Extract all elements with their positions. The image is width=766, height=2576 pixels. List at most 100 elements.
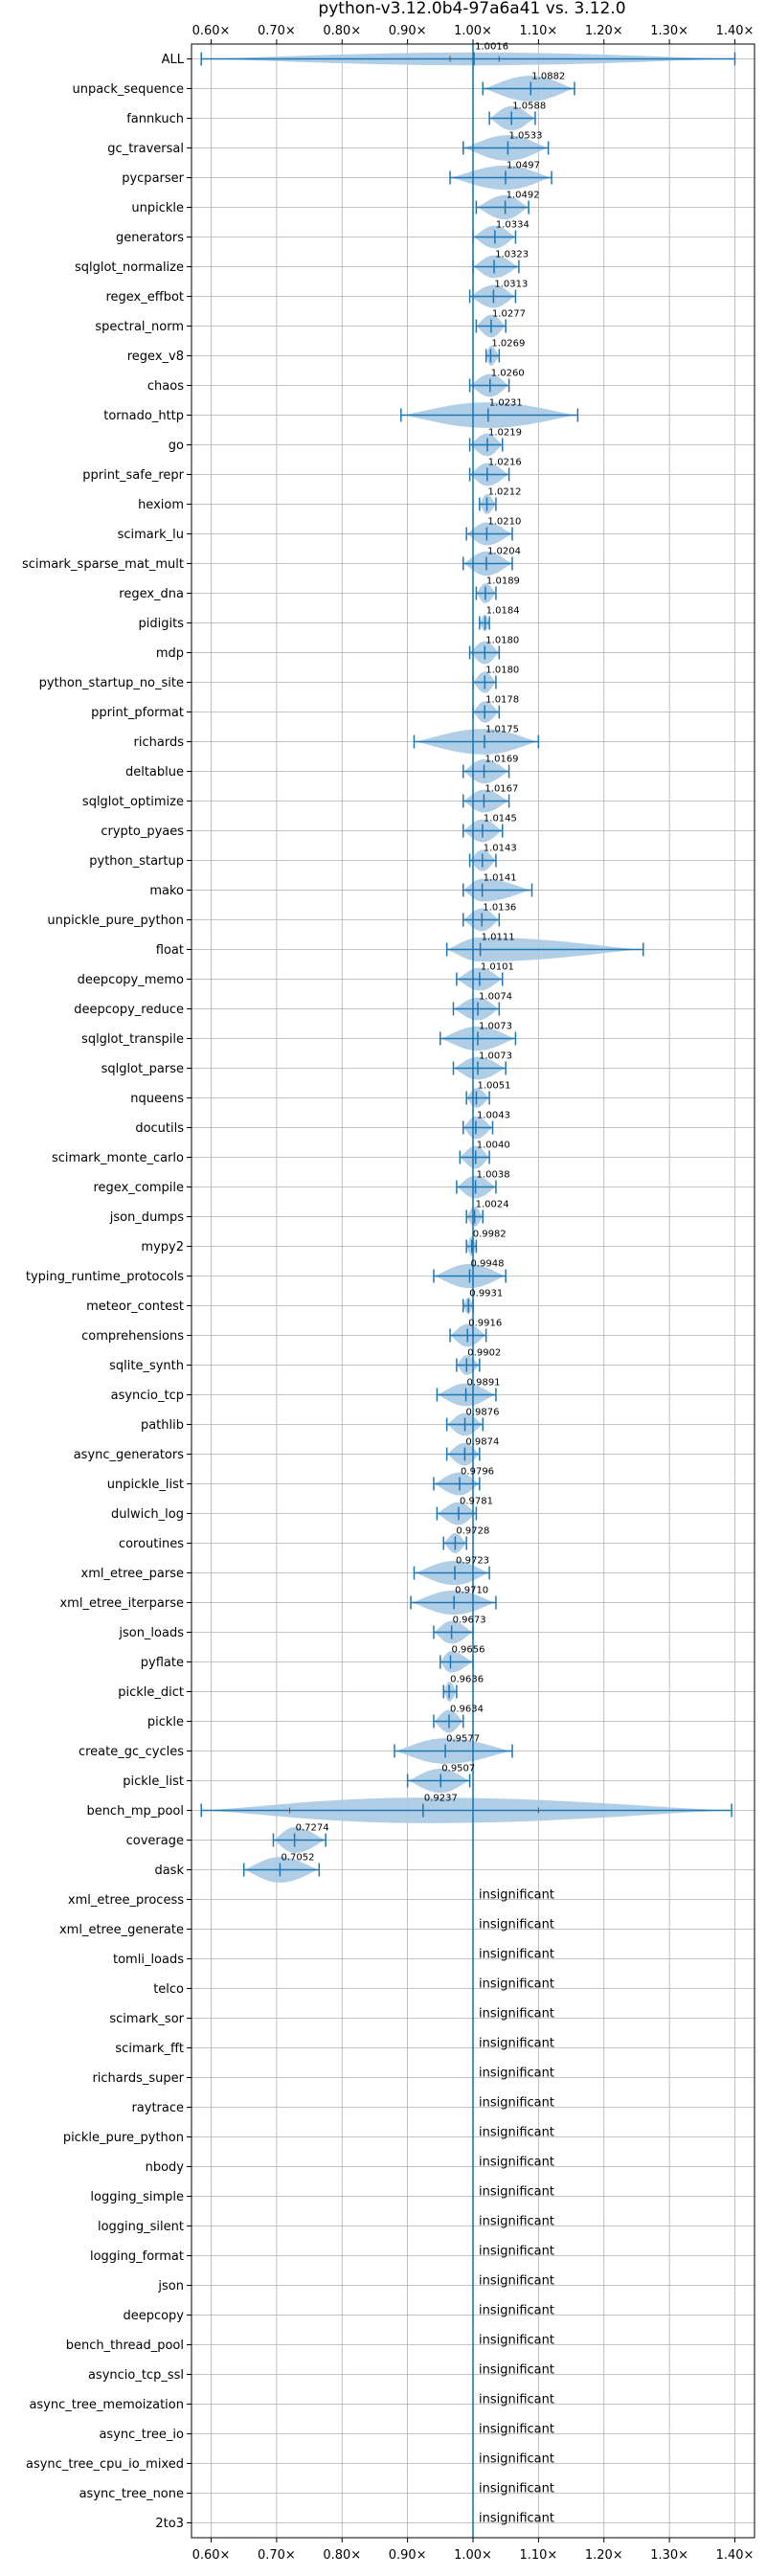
benchmark-name-label: float	[156, 943, 184, 958]
median-value-label: 0.9796	[461, 1467, 494, 1478]
benchmark-name-label: nqueens	[130, 1092, 184, 1106]
benchmark-name-label: deltablue	[125, 765, 184, 780]
insignificant-label: insignificant	[479, 2245, 554, 2259]
x-tick-label-bottom: 1.30×	[650, 2548, 688, 2563]
insignificant-label: insignificant	[479, 2067, 554, 2081]
median-value-label: 1.0219	[488, 428, 522, 439]
benchmark-name-label: asyncio_tcp	[111, 1389, 184, 1403]
median-value-label: 1.0323	[495, 250, 529, 260]
median-value-label: 1.0141	[484, 873, 517, 884]
benchmark-name-label: asyncio_tcp_ssl	[88, 2368, 184, 2383]
benchmark-name-label: json	[157, 2279, 184, 2294]
median-value-label: 1.0101	[481, 962, 514, 973]
benchmark-name-label: dask	[154, 1864, 184, 1878]
insignificant-label: insignificant	[479, 1948, 554, 1962]
benchmark-name-label: async_generators	[74, 1448, 185, 1462]
median-value-label: 1.0497	[507, 161, 540, 171]
median-value-label: 0.9874	[465, 1437, 499, 1448]
label-layer: 1.0016 1.0882 1.0588 1.0533 1.0497 1.0492 1.03…	[281, 42, 565, 2526]
median-value-label: 1.0210	[487, 517, 521, 528]
median-value-label: 1.0184	[486, 606, 520, 617]
benchmark-name-label: typing_runtime_protocols	[26, 1270, 184, 1284]
median-value-label: 1.0533	[508, 131, 542, 142]
benchmark-name-label: async_tree_io	[99, 2428, 184, 2442]
insignificant-label: insignificant	[479, 2185, 554, 2200]
x-tick-label-bottom: 0.90×	[389, 2548, 427, 2563]
x-tick-label-top: 0.60×	[192, 24, 231, 38]
benchmark-name-label: dulwich_log	[111, 1507, 184, 1522]
median-value-label: 0.9916	[468, 1319, 502, 1329]
insignificant-label: insignificant	[479, 2156, 554, 2170]
violin-layer	[200, 52, 736, 1883]
x-tick-label-top: 1.10×	[519, 24, 557, 38]
benchmark-name-label: sqlglot_normalize	[75, 260, 184, 275]
benchmark-name-label: chaos	[147, 379, 184, 394]
median-value-label: 1.0145	[484, 814, 517, 825]
x-tick-label-bottom: 0.70×	[258, 2548, 296, 2563]
median-value-label: 1.0175	[485, 725, 519, 735]
benchmark-name-label: 2to3	[155, 2517, 184, 2531]
x-tick-label-top: 1.20×	[585, 24, 623, 38]
benchmark-name-label: sqlite_synth	[109, 1359, 184, 1373]
x-tick-label-top: 0.90×	[389, 24, 427, 38]
benchmark-name-label: sqlglot_optimize	[82, 795, 184, 809]
median-value-label: 1.0169	[485, 755, 519, 765]
benchmark-name-label: meteor_contest	[86, 1299, 184, 1314]
benchmark-name-label: richards_super	[92, 2071, 184, 2086]
benchmark-name-label: pyflate	[141, 1656, 184, 1670]
insignificant-label: insignificant	[479, 2215, 554, 2229]
benchmark-name-label: python_startup	[89, 854, 184, 869]
benchmark-name-label: sqlglot_parse	[101, 1062, 184, 1076]
median-value-label: 1.0277	[492, 309, 526, 320]
benchmark-name-label: bench_mp_pool	[86, 1804, 184, 1819]
median-value-label: 1.0016	[475, 42, 508, 53]
median-value-label: 0.9636	[450, 1675, 484, 1685]
benchmark-name-label: logging_simple	[90, 2190, 184, 2204]
median-value-label: 0.7274	[296, 1823, 329, 1834]
benchmark-name-label: pickle_dict	[118, 1685, 184, 1700]
insignificant-label: insignificant	[479, 2304, 554, 2318]
benchmark-name-label: scimark_sor	[109, 2012, 184, 2026]
median-value-label: 1.0334	[496, 220, 529, 231]
axis-layer: 0.60× 0.60× 0.70× 0.70× 0.80× 0.80× 0.90× 0.90×…	[22, 24, 755, 2563]
x-tick-label-bottom: 1.40×	[716, 2548, 755, 2563]
benchmark-name-label: regex_compile	[93, 1181, 184, 1195]
x-tick-label-top: 0.80×	[323, 24, 361, 38]
benchmark-name-label: async_tree_none	[79, 2487, 184, 2501]
benchmark-name-label: regex_dna	[119, 587, 184, 601]
insignificant-label: insignificant	[479, 2007, 554, 2022]
benchmark-name-label: logging_format	[90, 2249, 184, 2264]
x-tick-label-top: 1.00×	[454, 24, 492, 38]
benchmark-name-label: pickle	[147, 1715, 184, 1729]
median-value-label: 0.9891	[467, 1378, 501, 1389]
x-tick-label-bottom: 1.20×	[585, 2548, 623, 2563]
chart-title: python-v3.12.0b4-97a6a41 vs. 3.12.0	[318, 0, 625, 18]
insignificant-label: insignificant	[479, 2512, 554, 2526]
median-value-label: 0.9876	[466, 1408, 500, 1418]
benchmark-name-label: logging_silent	[98, 2220, 184, 2234]
benchmark-name-label: fannkuch	[126, 112, 184, 126]
median-value-label: 1.0111	[482, 933, 515, 943]
insignificant-label: insignificant	[479, 1888, 554, 1903]
insignificant-label: insignificant	[479, 2393, 554, 2407]
insignificant-label: insignificant	[479, 2363, 554, 2378]
benchmark-name-label: pycparser	[122, 171, 184, 186]
benchmark-name-label: telco	[153, 1982, 184, 1997]
benchmark-name-label: xml_etree_generate	[59, 1923, 184, 1937]
median-value-label: 1.0073	[479, 1051, 512, 1062]
benchmark-name-label: unpickle_pure_python	[47, 914, 184, 928]
benchmark-name-label: mypy2	[141, 1240, 184, 1254]
benchmark-name-label: xml_etree_iterparse	[59, 1596, 184, 1611]
benchmark-name-label: go	[169, 439, 184, 453]
median-value-label: 1.0024	[476, 1200, 509, 1210]
median-value-label: 1.0180	[485, 636, 519, 646]
median-value-label: 0.9723	[456, 1556, 489, 1567]
benchmark-name-label: coverage	[126, 1834, 184, 1848]
insignificant-label: insignificant	[479, 2037, 554, 2051]
median-value-label: 0.9982	[473, 1230, 507, 1240]
benchmark-name-label: crypto_pyaes	[101, 825, 184, 839]
benchmark-name-label: scimark_lu	[118, 528, 184, 542]
x-tick-label-top: 1.30×	[650, 24, 688, 38]
median-value-label: 1.0136	[483, 903, 516, 914]
